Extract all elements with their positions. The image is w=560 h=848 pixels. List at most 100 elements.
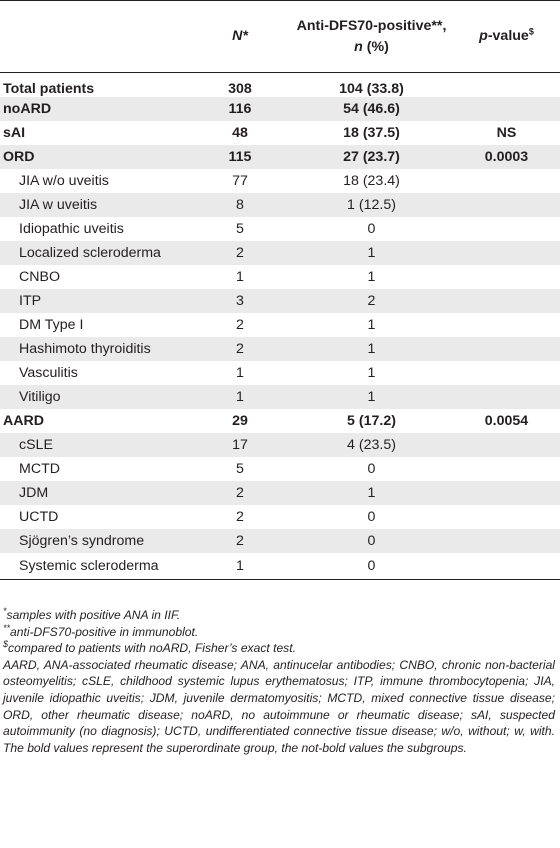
table-row: Idiopathic uveitis 5 0 bbox=[0, 217, 560, 241]
row-anti-dfs70: 0 bbox=[367, 461, 376, 477]
results-table: N* Anti-DFS70-positive**, n (%) p-value$… bbox=[0, 0, 560, 580]
row-label: Localized scleroderma bbox=[0, 241, 190, 265]
row-label: sAI bbox=[3, 125, 26, 141]
row-n: 77 bbox=[232, 173, 248, 189]
table-row: cSLE 17 4 (23.5) bbox=[0, 433, 560, 457]
row-anti-dfs70: 54 (46.6) bbox=[290, 97, 453, 121]
row-anti-dfs70: 0 bbox=[290, 529, 453, 553]
row-n: 2 bbox=[190, 481, 290, 505]
row-label: AARD bbox=[3, 413, 44, 429]
row-anti-dfs70: 104 (33.8) bbox=[339, 81, 404, 97]
header-empty-cell bbox=[0, 0, 190, 73]
table-row: Systemic scleroderma 1 0 bbox=[0, 553, 560, 580]
table-row: Vasculitis 1 1 bbox=[0, 361, 560, 385]
table-row: sAI 48 18 (37.5) NS bbox=[0, 121, 560, 145]
row-p-value: 0.0003 bbox=[453, 145, 560, 169]
row-anti-dfs70: 1 bbox=[290, 337, 453, 361]
row-anti-dfs70: 1 bbox=[367, 317, 376, 333]
row-n: 2 bbox=[236, 509, 244, 525]
row-p-value bbox=[453, 553, 560, 580]
row-p-value bbox=[453, 73, 560, 98]
row-n: 3 bbox=[190, 289, 290, 313]
row-anti-dfs70: 5 (17.2) bbox=[347, 413, 396, 429]
row-p-value bbox=[453, 529, 560, 553]
row-p-value bbox=[453, 217, 560, 241]
table-row: MCTD 5 0 bbox=[0, 457, 560, 481]
row-n: 2 bbox=[190, 337, 290, 361]
table-row: Total patients 308 104 (33.8) bbox=[0, 73, 560, 98]
row-p-value bbox=[453, 97, 560, 121]
table-row: CNBO 1 1 bbox=[0, 265, 560, 289]
header-p-value: p-value$ bbox=[453, 0, 560, 73]
row-n: 308 bbox=[228, 81, 252, 97]
table-row: DM Type I 2 1 bbox=[0, 313, 560, 337]
row-n: 116 bbox=[190, 97, 290, 121]
row-p-value bbox=[453, 289, 560, 313]
abbreviation-legend: AARD, ANA-associated rheumatic disease; … bbox=[3, 657, 555, 755]
row-n: 8 bbox=[190, 193, 290, 217]
row-label: CNBO bbox=[19, 269, 60, 285]
footnote-3: $compared to patients with noARD, Fisher… bbox=[3, 639, 296, 656]
row-n: 2 bbox=[190, 529, 290, 553]
row-label: Vitiligo bbox=[0, 385, 190, 409]
row-n: 1 bbox=[236, 269, 244, 285]
row-label: Total patients bbox=[3, 81, 95, 97]
table-body: Total patients 308 104 (33.8) noARD 116 54 (4… bbox=[0, 73, 560, 580]
row-p-value bbox=[453, 265, 560, 289]
header-anti-line1: Anti-DFS70-positive**, bbox=[296, 17, 447, 34]
row-n: 2 bbox=[236, 317, 244, 333]
row-p-value bbox=[453, 313, 560, 337]
table-row: Hashimoto thyroiditis 2 1 bbox=[0, 337, 560, 361]
row-label: ITP bbox=[0, 289, 190, 313]
row-n: 48 bbox=[232, 125, 248, 141]
row-label: JIA w/o uveitis bbox=[19, 173, 109, 189]
row-label: noARD bbox=[0, 97, 190, 121]
row-label: ORD bbox=[0, 145, 190, 169]
row-anti-dfs70: 1 bbox=[367, 269, 376, 285]
table-row: Localized scleroderma 2 1 bbox=[0, 241, 560, 265]
footnote-2: **anti-DFS70-positive in immunoblot. bbox=[3, 622, 199, 639]
footnote-1: *samples with positive ANA in IIF. bbox=[3, 605, 181, 622]
table-row: UCTD 2 0 bbox=[0, 505, 560, 529]
row-label: DM Type I bbox=[19, 317, 84, 333]
row-label: Sjögren’s syndrome bbox=[0, 529, 190, 553]
table-row: ITP 3 2 bbox=[0, 289, 560, 313]
row-label: Systemic scleroderma bbox=[0, 553, 190, 580]
table-row: JIA w/o uveitis 77 18 (23.4) bbox=[0, 169, 560, 193]
row-n: 29 bbox=[232, 413, 248, 429]
header-anti-dfs70: Anti-DFS70-positive**, n (%) bbox=[290, 0, 453, 73]
row-n: 1 bbox=[190, 385, 290, 409]
row-label: Idiopathic uveitis bbox=[19, 221, 124, 237]
row-anti-dfs70: 0 bbox=[367, 221, 376, 237]
table-row: JDM 2 1 bbox=[0, 481, 560, 505]
header-n: N* bbox=[190, 0, 290, 73]
row-n: 5 bbox=[236, 221, 244, 237]
row-anti-dfs70: 4 (23.5) bbox=[290, 433, 453, 457]
row-label: MCTD bbox=[19, 461, 60, 477]
row-anti-dfs70: 1 bbox=[290, 385, 453, 409]
table-row: Sjögren’s syndrome 2 0 bbox=[0, 529, 560, 553]
row-n: 115 bbox=[190, 145, 290, 169]
table-row: JIA w uveitis 8 1 (12.5) bbox=[0, 193, 560, 217]
row-label: JDM bbox=[0, 481, 190, 505]
row-p-value bbox=[453, 457, 560, 481]
row-anti-dfs70: 2 bbox=[290, 289, 453, 313]
row-p-value bbox=[453, 337, 560, 361]
row-n: 5 bbox=[236, 461, 244, 477]
table-row: noARD 116 54 (46.6) bbox=[0, 97, 560, 121]
row-anti-dfs70: 1 bbox=[290, 241, 453, 265]
table-row: Vitiligo 1 1 bbox=[0, 385, 560, 409]
row-p-value bbox=[453, 505, 560, 529]
row-anti-dfs70: 1 (12.5) bbox=[290, 193, 453, 217]
row-p-value: NS bbox=[496, 125, 517, 141]
table-row: AARD 29 5 (17.2) 0.0054 bbox=[0, 409, 560, 433]
footnotes: *samples with positive ANA in IIF. **ant… bbox=[3, 605, 555, 756]
row-anti-dfs70: 1 bbox=[367, 365, 376, 381]
row-p-value bbox=[453, 361, 560, 385]
row-label: Vasculitis bbox=[19, 365, 78, 381]
row-p-value bbox=[453, 169, 560, 193]
row-label: Hashimoto thyroiditis bbox=[0, 337, 190, 361]
row-anti-dfs70: 18 (37.5) bbox=[343, 125, 400, 141]
row-p-value bbox=[453, 433, 560, 457]
table-row: ORD 115 27 (23.7) 0.0003 bbox=[0, 145, 560, 169]
